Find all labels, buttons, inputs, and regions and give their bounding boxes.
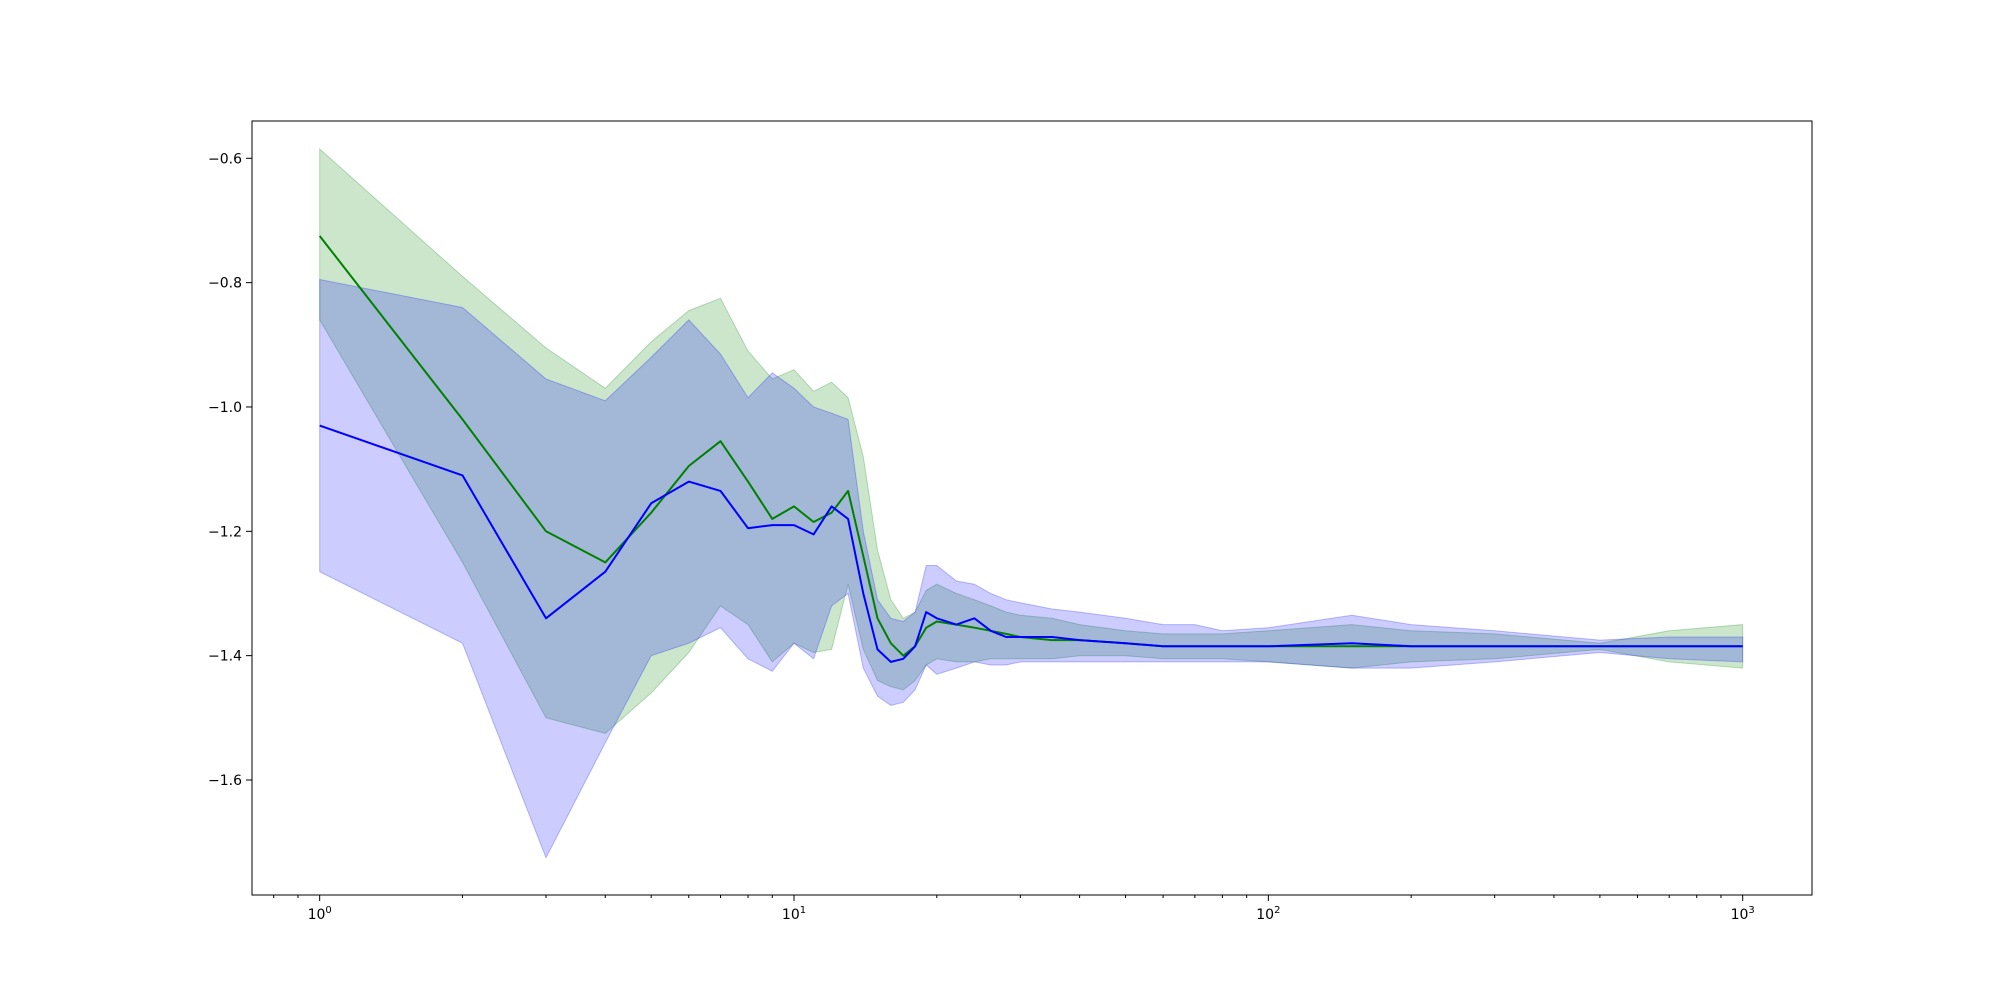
band-series-1 [319,147,1744,734]
y-tick-label: −1.4 [208,649,242,665]
y-tick-label: −1.2 [208,524,242,540]
y-tick-label: −1.6 [208,773,242,789]
band-series-2 [319,278,1744,859]
confidence-bands [319,147,1744,859]
plot-frame [251,120,1813,896]
x-axis: 100 101 102 103 [273,895,1755,923]
line-series-2 [319,424,1743,663]
x-tick-label: 103 [1731,905,1755,923]
x-tick-label: 100 [308,905,332,923]
series-lines [318,235,1743,663]
y-axis: −0.6 −0.8 −1.0 −1.2 −1.4 −1.6 [208,151,252,789]
y-tick-label: −0.6 [208,151,242,167]
y-tick-label: −0.8 [208,276,242,292]
y-tick-label: −1.0 [208,400,242,416]
x-tick-label: 101 [782,905,806,923]
x-tick-label: 102 [1256,905,1280,923]
